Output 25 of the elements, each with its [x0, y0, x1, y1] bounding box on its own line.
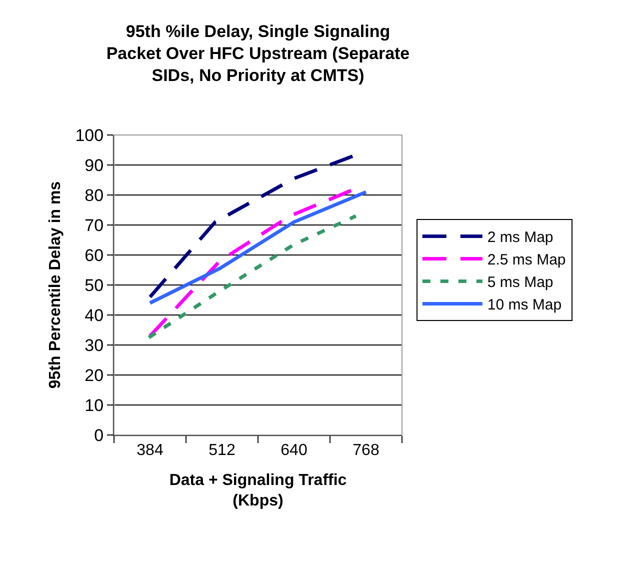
- legend-label: 10 ms Map: [487, 296, 562, 314]
- line-series: [147, 214, 358, 340]
- chart-title: 95th %ile Delay, Single Signaling Packet Over HFC Upstream (Separate SIDs, No Priority at CMTS): [106, 22, 410, 86]
- x-tick-label: 768: [352, 442, 380, 460]
- y-tick-label: 40: [84, 306, 104, 325]
- legend-label: 5 ms Map: [487, 274, 554, 292]
- x-tick-label: 384: [136, 442, 164, 460]
- y-tick-label: 90: [84, 156, 104, 175]
- legend-label: 2 ms Map: [487, 229, 554, 246]
- y-tick-label: 80: [84, 186, 104, 205]
- x-tick-label: 512: [208, 442, 236, 460]
- legend-label: 2.5 ms Map: [487, 252, 566, 269]
- y-tick-label: 30: [84, 336, 104, 355]
- x-tick-label: 640: [280, 442, 308, 460]
- y-tick-label: 0: [94, 426, 104, 445]
- y-tick-label: 20: [84, 366, 104, 385]
- x-axis-title: Data + Signaling Traffic (Kbps): [169, 472, 347, 510]
- y-tick-label: 60: [84, 246, 104, 265]
- y-axis-title: 95th Percentile Delay in ms: [47, 181, 64, 389]
- y-tick-label: 50: [84, 276, 104, 295]
- y-tick-label: 100: [75, 126, 104, 145]
- y-tick-label: 70: [84, 216, 104, 235]
- line-series: [148, 154, 355, 299]
- y-tick-label: 10: [84, 396, 104, 415]
- line-series: [148, 190, 368, 305]
